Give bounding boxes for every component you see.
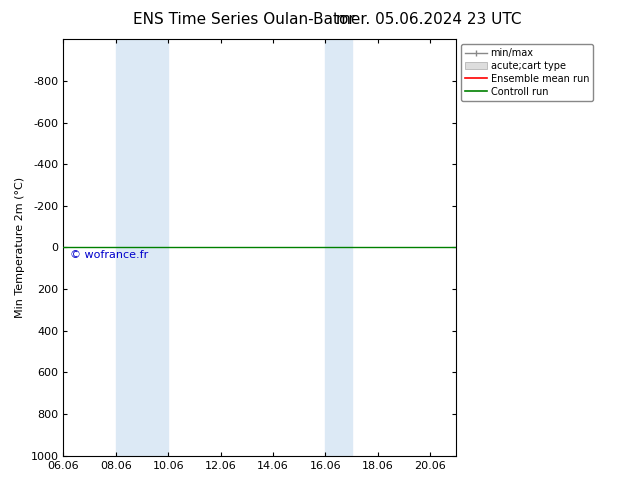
Legend: min/max, acute;cart type, Ensemble mean run, Controll run: min/max, acute;cart type, Ensemble mean … xyxy=(462,44,593,100)
Y-axis label: Min Temperature 2m (°C): Min Temperature 2m (°C) xyxy=(15,177,25,318)
Text: ENS Time Series Oulan-Bator: ENS Time Series Oulan-Bator xyxy=(133,12,355,27)
Bar xyxy=(325,39,352,456)
Bar xyxy=(116,39,168,456)
Text: © wofrance.fr: © wofrance.fr xyxy=(70,250,148,260)
Text: mer. 05.06.2024 23 UTC: mer. 05.06.2024 23 UTC xyxy=(336,12,522,27)
